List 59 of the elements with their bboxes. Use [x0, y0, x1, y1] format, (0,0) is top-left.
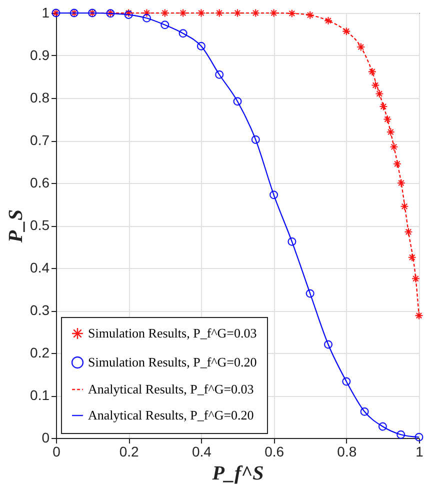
point	[414, 432, 424, 442]
point	[324, 340, 333, 349]
legend-label: Simulation Results, P_f^G=0.20	[88, 354, 257, 370]
x-tick-label: 0.8	[337, 444, 357, 460]
y-tick-label: 0.8	[30, 90, 50, 106]
point	[342, 27, 351, 36]
legend-label: Analytical Results, P_f^G=0.03	[88, 382, 254, 396]
point	[233, 97, 242, 106]
y-tick-label: 1	[42, 4, 50, 20]
point	[306, 10, 314, 20]
point	[379, 102, 388, 111]
legend-label: Simulation Results, P_f^G=0.03	[88, 326, 257, 340]
x-tick-label: 0	[52, 444, 61, 460]
y-axis-title: P_S	[5, 209, 28, 244]
point	[390, 142, 398, 152]
point	[396, 430, 406, 439]
x-tick-label: 0.2	[119, 444, 140, 460]
y-tick-label: 0.6	[30, 174, 50, 190]
y-tick-label: 0.3	[30, 302, 50, 318]
y-tick-label: 0.5	[30, 217, 50, 233]
point	[368, 67, 376, 76]
point	[414, 311, 424, 320]
point	[160, 20, 170, 30]
point	[342, 377, 351, 386]
point	[378, 422, 387, 431]
point	[375, 89, 384, 98]
point	[400, 202, 409, 211]
y-tick-label: 0.9	[30, 47, 50, 63]
point	[288, 237, 296, 246]
point	[392, 160, 402, 168]
point	[411, 274, 420, 283]
point	[270, 190, 278, 200]
point	[356, 42, 366, 52]
y-tick-label: 0.2	[30, 344, 50, 360]
point	[396, 178, 406, 188]
y-tick-label: 0	[42, 430, 50, 446]
point	[196, 42, 206, 50]
y-tick-label: 0.7	[30, 132, 50, 148]
point	[142, 14, 152, 22]
point	[404, 228, 413, 236]
point	[178, 29, 188, 38]
point	[371, 80, 380, 90]
legend-label: Analytical Results, P_f^G=0.20	[88, 408, 254, 422]
point	[324, 16, 333, 25]
x-tick-label: 0.4	[192, 444, 212, 460]
y-tick-label: 0.1	[30, 387, 50, 403]
point	[360, 407, 369, 416]
x-axis-title: P_f^S	[211, 462, 264, 484]
point	[386, 128, 395, 136]
y-tick-label: 0.4	[30, 260, 50, 276]
point	[233, 8, 242, 18]
x-tick-label: 1	[416, 444, 424, 460]
point	[251, 135, 260, 144]
x-tick-label: 0.6	[264, 444, 284, 460]
point	[215, 70, 224, 79]
point	[306, 289, 314, 298]
point	[408, 253, 416, 262]
point	[288, 9, 296, 18]
point	[383, 114, 392, 124]
